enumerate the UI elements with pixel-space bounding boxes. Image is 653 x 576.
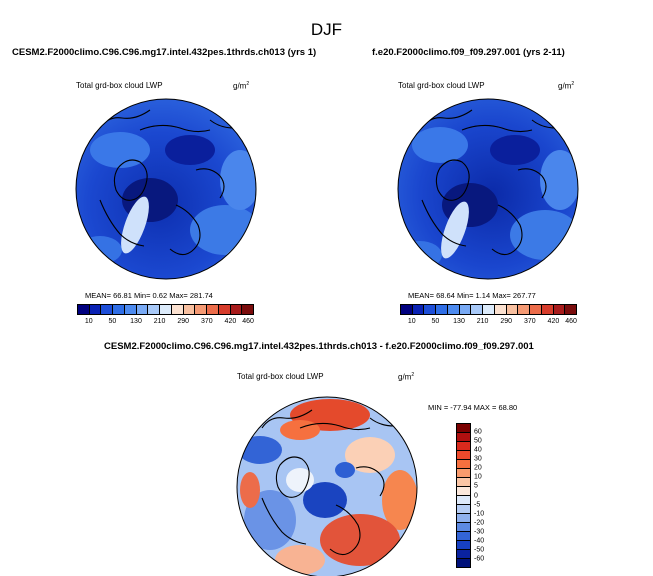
right-colorbar-swatch xyxy=(553,305,566,314)
left-colorbar-label: 210 xyxy=(153,318,166,325)
left-colorbar-swatch xyxy=(136,305,149,314)
left-colorbar-swatch xyxy=(78,305,90,314)
right-variable-label: Total grd-box cloud LWP xyxy=(398,81,485,90)
diff-variable-label: Total grd-box cloud LWP xyxy=(237,372,324,381)
left-colorbar-swatch xyxy=(89,305,102,314)
left-colorbar-swatch xyxy=(230,305,243,314)
left-variable-label: Total grd-box cloud LWP xyxy=(76,81,163,90)
figure-title: DJF xyxy=(310,20,343,39)
right-colorbar-swatch xyxy=(506,305,519,314)
diff-colorbar-label: 50 xyxy=(474,437,482,445)
diff-colorbar-label: -30 xyxy=(474,528,485,536)
left-colorbar-swatch xyxy=(160,305,172,314)
diff-colorbar-label: -60 xyxy=(474,555,485,563)
diff-colorbar-swatch xyxy=(457,451,470,460)
diff-case-title: CESM2.F2000climo.C96.C96.mg17.intel.432p… xyxy=(104,341,534,352)
diff-colorbar-swatch xyxy=(457,505,470,514)
right-colorbar-swatch xyxy=(471,305,484,314)
diff-colorbar-swatch xyxy=(457,433,470,442)
diff-colorbar-swatch xyxy=(457,559,470,567)
left-colorbar xyxy=(77,304,254,315)
right-colorbar-swatch xyxy=(401,305,413,314)
diff-colorbar-label: 30 xyxy=(474,455,482,463)
diff-colorbar-swatch xyxy=(457,523,470,532)
diff-colorbar xyxy=(456,423,471,568)
left-units-label: g/m2 xyxy=(233,81,250,91)
right-case-title: f.e20.F2000climo.f09_f09.297.001 (yrs 2-… xyxy=(372,47,565,58)
diff-colorbar-label: 20 xyxy=(474,464,482,472)
right-colorbar-swatch xyxy=(412,305,425,314)
left-colorbar-label: 10 xyxy=(84,318,93,325)
left-colorbar-label: 370 xyxy=(200,318,213,325)
right-colorbar-swatch xyxy=(565,305,577,314)
diff-colorbar-swatch xyxy=(457,514,470,523)
right-colorbar-label: 290 xyxy=(500,318,513,325)
left-colorbar-swatch xyxy=(242,305,254,314)
diff-colorbar-swatch xyxy=(457,460,470,469)
right-colorbar-label: 420 xyxy=(547,318,560,325)
diff-colorbar-labels: 60 50 40 30 20 10 5 0 -5 -10 -20 -30 -40 -50 -60 xyxy=(474,423,504,568)
right-colorbar-swatch xyxy=(424,305,437,314)
diff-colorbar-label: -40 xyxy=(474,537,485,545)
right-colorbar-label: 130 xyxy=(453,318,465,325)
left-colorbar-swatch xyxy=(101,305,114,314)
diff-colorbar-label: 5 xyxy=(474,482,478,490)
right-colorbar-swatch xyxy=(436,305,448,314)
right-colorbar xyxy=(400,304,577,315)
diff-colorbar-label: 10 xyxy=(474,473,482,481)
right-colorbar-label: 50 xyxy=(431,318,440,325)
diff-stats: MIN = -77.94 MAX = 68.80 xyxy=(428,403,518,412)
diff-colorbar-swatch xyxy=(457,550,470,559)
left-stats: MEAN= 66.81 Min= 0.62 Max= 281.74 xyxy=(85,291,213,300)
right-colorbar-swatch xyxy=(494,305,507,314)
diff-colorbar-swatch xyxy=(457,442,470,451)
diff-colorbar-swatch xyxy=(457,424,470,433)
right-colorbar-swatch xyxy=(447,305,460,314)
left-colorbar-swatch xyxy=(207,305,219,314)
diff-colorbar-label: 40 xyxy=(474,446,482,454)
diff-colorbar-label: -20 xyxy=(474,519,485,527)
diff-colorbar-label: -5 xyxy=(474,501,481,509)
left-colorbar-swatch xyxy=(124,305,137,314)
diff-colorbar-swatch xyxy=(457,487,470,496)
diff-colorbar-swatch xyxy=(457,496,470,505)
left-colorbar-label: 130 xyxy=(130,318,142,325)
right-colorbar-label: 370 xyxy=(523,318,536,325)
diff-colorbar-label: 0 xyxy=(474,492,478,499)
diff-colorbar-swatch xyxy=(457,478,470,487)
right-colorbar-label: 10 xyxy=(407,318,416,325)
diff-colorbar-swatch xyxy=(457,541,470,550)
left-colorbar-swatch xyxy=(148,305,161,314)
right-colorbar-swatch xyxy=(518,305,531,314)
left-colorbar-label: 290 xyxy=(177,318,190,325)
left-colorbar-swatch xyxy=(113,305,125,314)
left-colorbar-swatch xyxy=(183,305,196,314)
right-colorbar-swatch xyxy=(530,305,542,314)
diff-units-label: g/m2 xyxy=(398,372,415,382)
diff-colorbar-label: -10 xyxy=(474,510,485,518)
left-colorbar-swatch xyxy=(218,305,231,314)
right-stats: MEAN= 68.64 Min= 1.14 Max= 267.77 xyxy=(408,291,536,300)
right-colorbar-label: 210 xyxy=(476,318,489,325)
right-colorbar-swatch xyxy=(541,305,554,314)
left-colorbar-label: 460 xyxy=(242,318,254,325)
left-case-title: CESM2.F2000climo.C96.C96.mg17.intel.432p… xyxy=(12,47,317,58)
right-colorbar-label: 460 xyxy=(565,318,577,325)
diff-colorbar-swatch xyxy=(457,469,470,478)
right-colorbar-swatch xyxy=(459,305,472,314)
diff-colorbar-swatch xyxy=(457,532,470,541)
right-colorbar-swatch xyxy=(483,305,495,314)
left-colorbar-label: 420 xyxy=(224,318,237,325)
diff-colorbar-label: -50 xyxy=(474,546,485,554)
left-colorbar-swatch xyxy=(171,305,184,314)
left-colorbar-swatch xyxy=(195,305,208,314)
right-units-label: g/m2 xyxy=(558,81,575,91)
diff-colorbar-label: 60 xyxy=(474,428,482,436)
left-colorbar-label: 50 xyxy=(108,318,117,325)
